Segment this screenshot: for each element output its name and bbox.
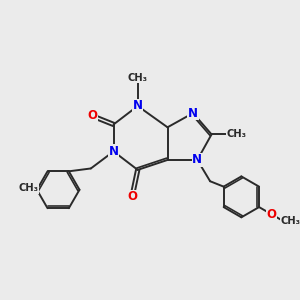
Text: CH₃: CH₃ — [128, 73, 148, 82]
Text: N: N — [109, 145, 118, 158]
Text: N: N — [192, 153, 202, 167]
Text: CH₃: CH₃ — [280, 216, 300, 226]
Text: O: O — [266, 208, 276, 221]
Text: N: N — [188, 106, 198, 120]
Text: N: N — [133, 100, 143, 112]
Text: O: O — [87, 110, 97, 122]
Text: O: O — [127, 190, 137, 203]
Text: CH₃: CH₃ — [226, 129, 246, 140]
Text: CH₃: CH₃ — [18, 183, 38, 193]
